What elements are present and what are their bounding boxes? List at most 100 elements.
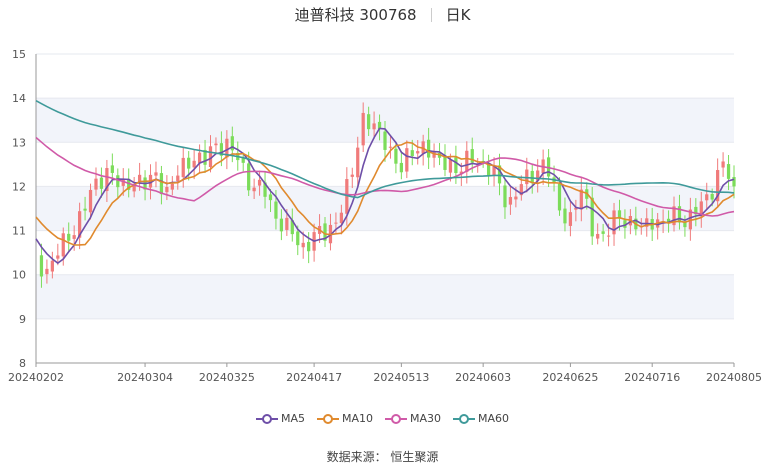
candle-body [443,155,447,170]
candle-body [503,185,507,208]
candle-body [427,139,431,158]
candle-body [45,268,49,275]
x-tick-label: 20240202 [8,371,64,384]
candle-body [666,218,671,224]
candle-body [252,187,256,192]
legend-item-ma60[interactable]: MA60 [453,412,509,425]
candle-body [39,255,44,277]
y-tick-label: 15 [12,48,26,61]
candle-body [705,194,709,201]
y-tick-label: 13 [12,136,26,149]
candle-body [132,184,136,192]
candle-body [388,146,393,148]
candle-body [465,150,469,172]
candle-body [716,170,720,202]
candle-body [432,151,436,158]
candle-body [83,208,87,211]
candle-body [197,152,202,164]
candle-body [301,242,305,248]
candle-body [492,166,496,176]
candle-body [672,206,676,226]
candle-body [219,143,224,156]
series-ma5 [35,127,735,265]
candle-body [448,159,453,173]
candle-body [208,146,213,167]
candle-body [568,212,573,226]
candle-body [187,157,191,169]
x-tick-label: 20240417 [286,371,342,384]
x-tick-label: 20240603 [455,371,511,384]
candle-body [334,222,338,224]
candle-body [176,175,180,182]
legend-item-ma5[interactable]: MA5 [255,412,305,425]
candle-body [470,149,474,163]
candle-body [67,233,71,241]
candle-body [508,197,513,205]
candle-body [710,193,714,200]
title-divider [430,8,432,22]
legend-label: MA10 [341,412,373,425]
candle-body [601,231,605,234]
candle-body [268,194,273,201]
candle-body [350,174,354,177]
candle-body [247,163,251,191]
x-tick-label: 20240625 [542,371,598,384]
candle-body [699,201,703,217]
stock-name: 迪普科技 300768 [294,6,417,24]
candle-body [590,197,594,237]
x-tick-label: 20240325 [199,371,255,384]
period-label: 日K [445,6,471,24]
candle-body [61,233,65,257]
candle-body [257,179,262,186]
candle-body [732,177,736,187]
legend-label: MA30 [410,412,442,425]
candle-body [416,151,420,154]
y-tick-label: 12 [12,180,26,193]
x-tick-label: 20240304 [117,371,173,384]
candle-body [645,218,649,227]
candle-body [486,163,491,177]
candle-body [377,121,382,130]
series-ma10 [35,141,735,246]
legend-item-ma10[interactable]: MA10 [316,412,373,425]
candle-body [514,196,518,200]
candle-body [279,218,284,232]
legend-swatch-icon [385,414,407,424]
candle-body [606,235,611,237]
candle-body [99,177,104,189]
x-tick-label: 20240805 [706,371,762,384]
candle-body [307,241,311,252]
candle-body [410,150,414,157]
candle-body [345,179,349,214]
y-tick-label: 14 [12,92,26,105]
x-axis: 20240202 20240304 20240325 20240417 20240513… [8,362,762,384]
candle-body [296,231,300,246]
candle-body [339,212,343,224]
candle-body [230,136,234,151]
candle-body [356,147,360,178]
y-tick-label: 11 [12,225,26,238]
candle-body [214,143,218,146]
candle-body [323,223,327,241]
candle-body [372,123,376,130]
candle-body [88,189,93,213]
candle-body [203,149,207,165]
series-ma30 [35,136,735,217]
legend-label: MA60 [478,412,510,425]
source-provider: 恒生聚源 [390,450,439,464]
candle-body [454,157,458,174]
candle-body [579,189,583,210]
candle-body [154,172,158,176]
candle-body [367,114,371,130]
candle-body [241,158,245,163]
candle-body [50,260,54,272]
candle-body [383,131,387,150]
candle-body [105,168,109,192]
candle-body [263,182,267,197]
series-ma60 [35,99,735,199]
legend-item-ma30[interactable]: MA30 [385,412,441,425]
candle-body [116,175,120,188]
candle-body [530,170,534,184]
y-tick-label: 10 [12,269,26,282]
